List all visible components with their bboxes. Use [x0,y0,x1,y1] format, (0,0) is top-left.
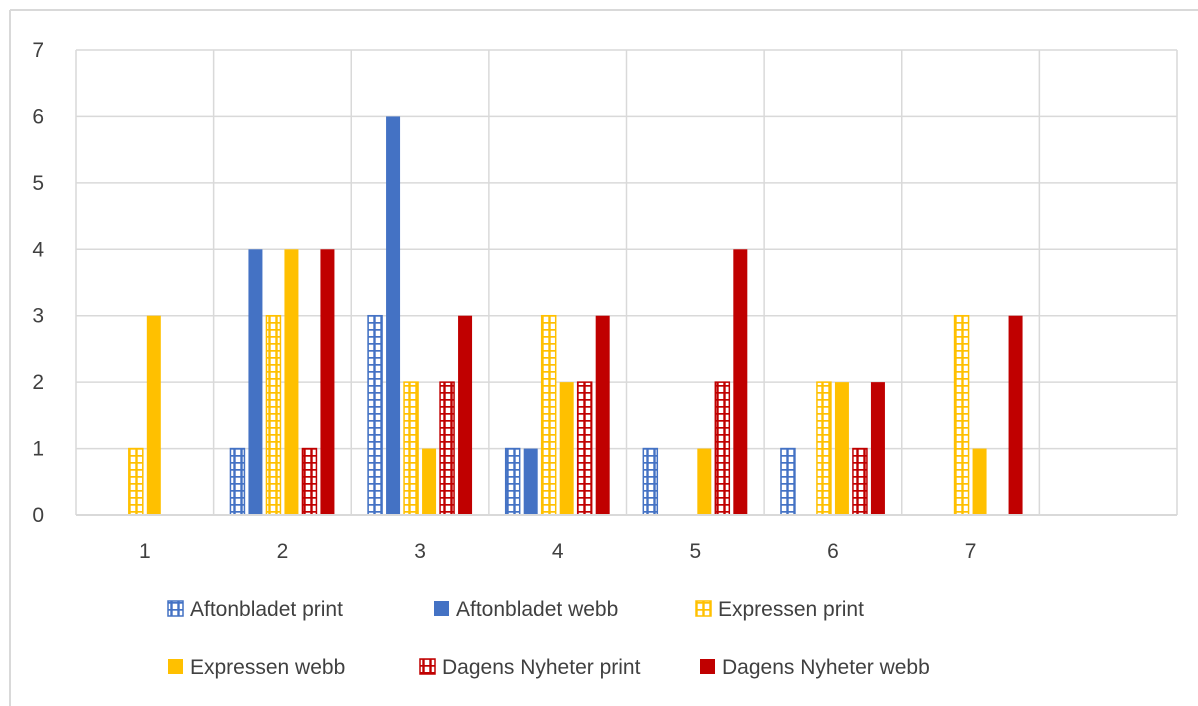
bar [816,381,832,516]
bar [128,447,144,516]
bar [284,249,299,516]
legend-item: Expressen print [695,598,864,621]
legend-swatch [419,658,436,675]
bar [834,382,849,515]
bar [953,314,970,516]
bar [439,381,455,516]
x-tick-label: 6 [827,540,839,563]
y-tick-label: 7 [32,39,44,62]
bar [642,447,659,516]
legend-swatch [695,600,712,617]
y-tick-label: 1 [32,438,44,461]
legend-item: Dagens Nyheter webb [700,656,930,679]
bar [265,314,282,516]
legend-label: Expressen print [718,598,864,621]
x-tick-label: 3 [414,540,426,563]
legend-label: Expressen webb [190,656,345,679]
bar [146,315,161,515]
legend-swatch [168,659,183,674]
bar [595,315,610,515]
x-tick-label: 4 [552,540,564,563]
y-tick-label: 0 [32,504,44,527]
bar [576,381,593,516]
x-tick-label: 5 [689,540,701,563]
bar [733,249,748,516]
legend-label: Dagens Nyheter print [442,656,641,679]
y-tick-label: 6 [32,105,44,128]
y-tick-label: 5 [32,172,44,195]
legend-label: Aftonbladet print [190,598,343,621]
legend-item: Dagens Nyheter print [419,656,641,679]
bar [403,381,419,516]
x-tick-label: 7 [965,540,977,563]
bar [780,447,796,516]
x-axis-ticks: 1 2 3 4 5 6 7 [139,540,976,563]
legend: Aftonbladet print Aftonbladet webb Express… [167,598,930,679]
bar [972,448,987,515]
bar [301,447,318,516]
bar [320,249,335,516]
bar [504,447,521,516]
bar [697,448,712,515]
legend-item: Aftonbladet webb [434,598,618,621]
bar [559,382,574,515]
bar [870,382,885,515]
bar [852,447,868,516]
bar [523,448,538,515]
y-tick-label: 3 [32,305,44,328]
bar [367,314,383,516]
legend-label: Dagens Nyheter webb [722,656,930,679]
bar [1008,315,1023,515]
bar [422,448,437,515]
bar [540,314,557,516]
legend-label: Aftonbladet webb [456,598,618,621]
chart-border [9,9,1198,706]
bars [128,116,1023,516]
legend-item: Aftonbladet print [167,598,343,621]
bar [714,381,731,516]
y-axis-ticks: 0 1 2 3 4 5 6 7 [32,39,44,527]
bar [386,116,401,515]
legend-swatch [700,659,715,674]
x-tick-label: 1 [139,540,151,563]
legend-item: Expressen webb [168,656,345,679]
legend-swatch [167,600,184,617]
bar [229,447,246,516]
legend-swatch [434,601,449,616]
x-tick-label: 2 [277,540,289,563]
bar [248,249,263,516]
bar [458,315,473,515]
y-tick-label: 4 [32,238,44,261]
y-tick-label: 2 [32,371,44,394]
